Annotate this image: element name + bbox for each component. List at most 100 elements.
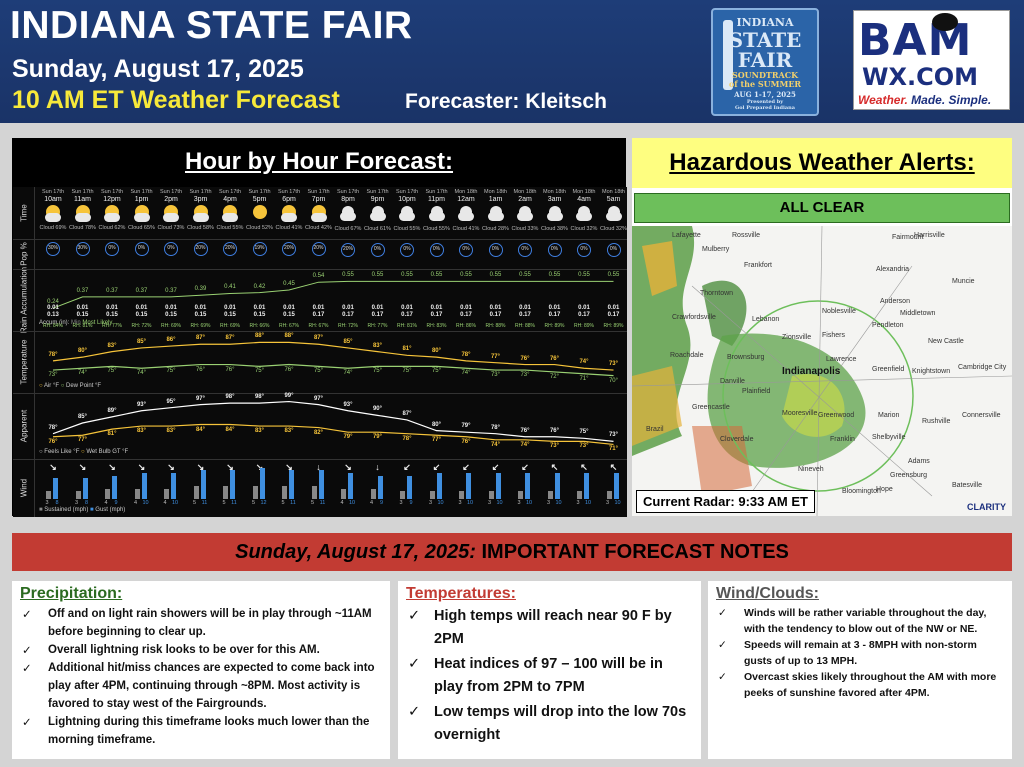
accum-most-likely: 0.17 [548,312,561,318]
wind-gust: 9 [114,500,118,506]
hour-time: 6pm [282,196,296,203]
wind-direction-icon: ↘ [49,462,57,472]
wind-sustained: 3 [45,500,49,506]
wind-sustained: 4 [133,500,138,506]
air-temp: 83° [107,342,117,349]
hour-time: 8pm [341,196,355,203]
accum-min: 0.01 [578,305,590,311]
feels-like: 98° [254,394,265,401]
rh-value: RH: 67% [278,323,299,329]
accum-min: 0.01 [460,305,472,311]
row-label-wind: Wind [13,459,35,517]
wet-bulb-gt: 77° [431,437,442,444]
feels-like: 87° [402,410,412,417]
accum-min: 0.01 [283,305,295,311]
rh-value: RH: 81% [72,323,93,329]
fair-logo-line: SOUNDTRACK [731,70,799,80]
cloud-shape [163,213,179,222]
pop-circle: 20% [193,242,208,256]
hour-time: 10pm [398,196,416,203]
wind-sustained-bar [46,491,51,499]
row-label-time: Time [13,187,35,239]
wind-sustained: 4 [163,500,167,506]
hour-column: Sun 17th 9pm Cloud 61% 0% 0.55 0.01 0.17 RH: 77… [363,187,393,517]
rain-value: 0.55 [548,272,561,279]
town-label: Harrisville [914,232,945,239]
fair-logo-line: Gol Prepared Indiana [734,105,796,111]
accum-min: 0.01 [135,305,148,311]
hour-cloud: Cloud 41% [452,226,480,232]
hour-day: Sun 17th [189,189,212,195]
feels-like: 76° [549,427,560,434]
hour-day: Mon 18th [602,189,625,195]
wind-gust-bar [318,470,324,499]
wind-clouds-title: Wind/Clouds: [716,585,819,602]
wind-sustained: 5 [281,500,285,506]
note-item: Speeds will remain at 3 - 8MPH with non-… [716,637,1004,669]
hour-cloud: Cloud 52% [246,225,273,231]
wind-gust-bar [259,467,265,499]
town-label: Greenfield [872,366,905,373]
note-item: Overall lightning risk looks to be over … [20,641,382,659]
hour-column: Mon 18th 3am Cloud 38% 0% 0.55 0.01 0.17 RH: 89… [540,187,570,517]
accum-most-likely: 0.15 [165,312,177,318]
radar-map: Lafayette Rossville Mulberry Frankfort Fairm… [632,226,1012,516]
dew-point: 72° [549,373,560,380]
sun-shape [252,205,267,219]
notes-banner: Sunday, August 17, 2025: IMPORTANT FOREC… [12,533,1012,571]
town-label: Crawfordsville [672,314,716,321]
air-temp: 86° [166,337,176,344]
wind-gust: 8 [55,500,59,506]
town-label: Thorntown [700,290,734,297]
row-separator [13,239,627,240]
town-label: Anderson [880,298,910,305]
hour-cloud: Cloud 58% [187,225,214,231]
wind-gust: 10 [466,500,474,506]
wet-bulb-gt: 83° [254,428,265,435]
pop-circle: 30% [46,242,60,256]
dew-point: 75° [372,368,383,375]
accum-most-likely: 0.17 [460,312,472,318]
accum-min: 0.01 [76,305,89,311]
town-label: Danville [720,378,745,385]
town-label: Indianapolis [782,366,841,377]
feels-like: 76° [520,427,530,434]
air-temp: 76° [520,355,530,362]
wind-sustained-bar [606,491,612,499]
feels-like: 73° [608,432,619,439]
feels-like: 98° [225,394,235,401]
town-label: Muncie [952,278,975,285]
radar-range-ring [722,300,914,492]
town-label: Brownsburg [727,354,765,361]
accum-most-likely: 0.13 [47,312,59,318]
dew-point: 74° [77,370,88,377]
wet-bulb-gt: 73° [549,443,560,450]
wind-direction-icon: ↘ [78,462,87,472]
radar-echo [692,426,752,496]
wet-bulb-gt: 83° [136,428,147,435]
hour-time: 9pm [370,196,385,203]
moon-cloud-icon [510,206,540,226]
wind-sustained: 5 [251,500,256,506]
hour-day: Mon 18th [543,189,566,195]
wind-sustained: 5 [310,500,315,506]
sun-cloud-icon [215,205,245,225]
wind-gust-bar [289,470,294,499]
wind-sustained: 3 [517,500,521,506]
header-forecaster: Forecaster: Kleitsch [405,90,607,113]
wind-gust: 10 [614,500,621,506]
rh-value: RH: 66% [249,323,270,329]
radar-echo [642,241,677,296]
wind-sustained: 4 [340,500,344,506]
hazard-panel: Hazardous Weather Alerts: ALL CLEAR Lafa… [632,138,1012,516]
rh-value: RH: 69% [190,323,211,329]
wet-bulb-gt: 79° [372,434,383,441]
fair-logo-line: Presented by [746,99,784,105]
dew-point: 75° [313,368,324,375]
sun-cloud-icon [68,205,98,225]
town-label: Rushville [922,418,951,425]
accum-most-likely: 0.17 [312,312,325,318]
rain-value: 0.37 [106,287,118,294]
wind-gust-bar [141,473,147,499]
hour-column: Sun 17th 11am Cloud 78% 30% 0.37 0.01 0.15 RH: … [68,187,98,517]
